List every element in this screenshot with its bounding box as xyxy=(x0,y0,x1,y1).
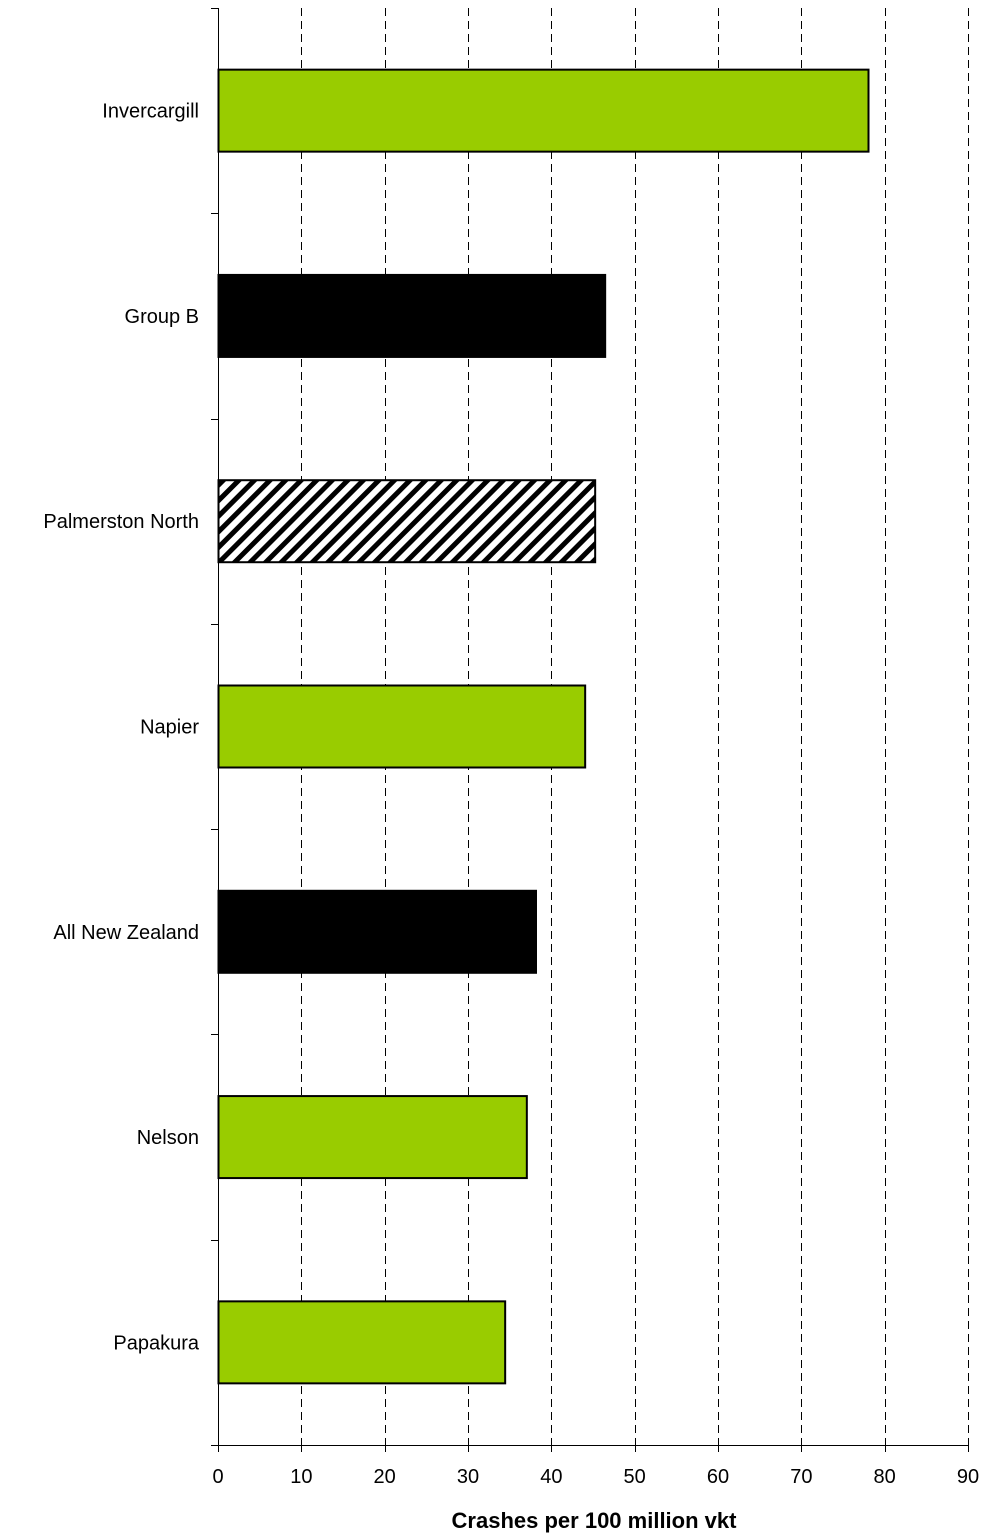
x-tick-label: 80 xyxy=(874,1466,896,1488)
bar xyxy=(217,1300,507,1385)
x-axis-title: Crashes per 100 million vkt xyxy=(452,1508,738,1533)
x-tick-label: 70 xyxy=(790,1466,812,1488)
axes xyxy=(211,8,969,1452)
labels: 0 10 20 30 40 50 60 70 80 90 Invercargill Group B Pa… xyxy=(43,101,979,1488)
x-tick-label: 30 xyxy=(457,1466,479,1488)
category-label: Papakura xyxy=(113,1332,199,1354)
category-label: Palmerston North xyxy=(43,511,199,533)
x-tick-label: 50 xyxy=(624,1466,646,1488)
bar xyxy=(217,889,537,974)
x-tick-label: 0 xyxy=(212,1466,223,1488)
bar xyxy=(217,68,870,153)
bar xyxy=(217,273,607,358)
category-label: Invercargill xyxy=(102,101,199,123)
bar xyxy=(217,684,587,769)
bar xyxy=(217,1095,528,1180)
category-label: Nelson xyxy=(137,1127,199,1149)
x-tick-label: 90 xyxy=(957,1466,979,1488)
x-tick-label: 40 xyxy=(540,1466,562,1488)
bars xyxy=(217,68,870,1385)
category-label: Group B xyxy=(125,306,199,328)
x-tick-label: 60 xyxy=(707,1466,729,1488)
x-tick-label: 10 xyxy=(290,1466,312,1488)
x-tick-label: 20 xyxy=(374,1466,396,1488)
category-label: Napier xyxy=(140,717,199,739)
category-label: All New Zealand xyxy=(53,922,199,944)
bar xyxy=(217,479,597,564)
gridlines xyxy=(301,8,969,1445)
